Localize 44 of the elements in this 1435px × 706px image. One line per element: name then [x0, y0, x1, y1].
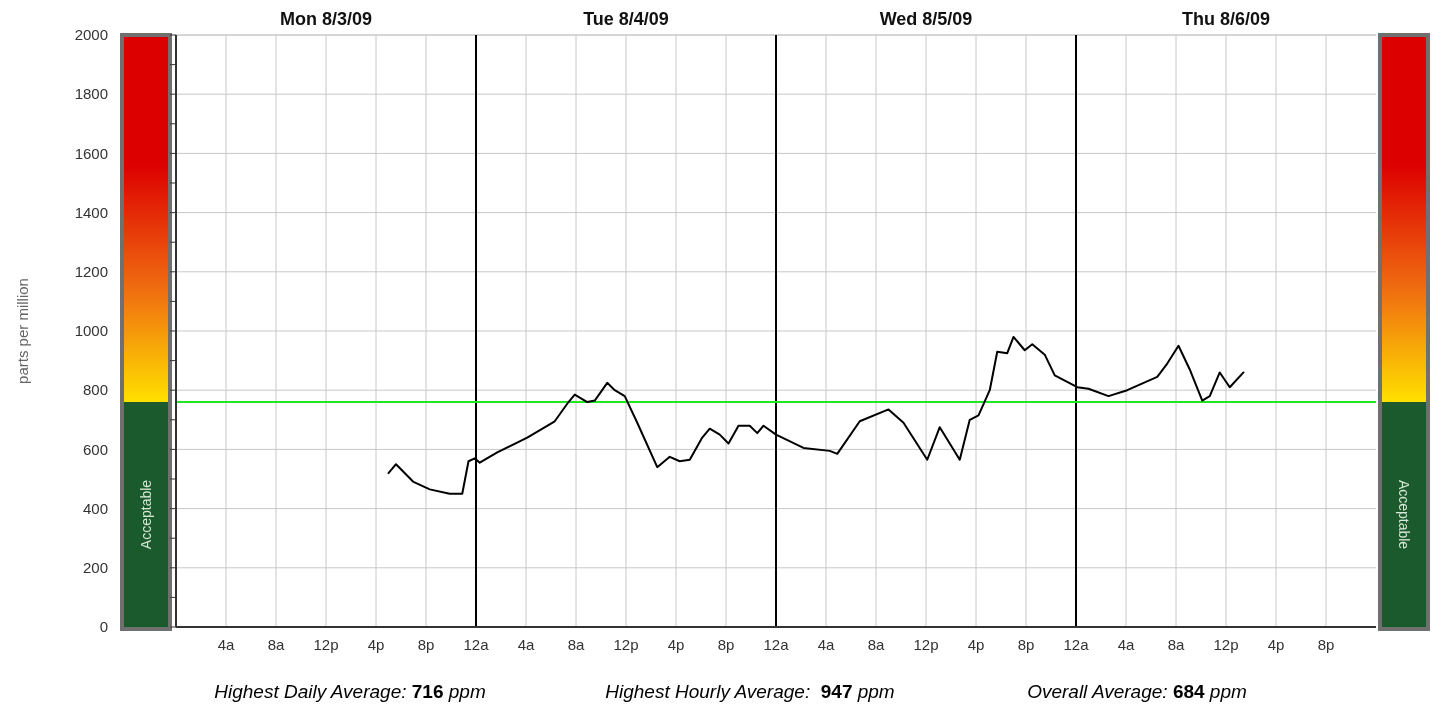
x-tick-label: 12p [613, 636, 639, 653]
x-tick-label: 12a [1063, 636, 1090, 653]
x-tick-label: 4p [1267, 636, 1285, 653]
text: Highest Hourly Average: 947 ppm [605, 681, 895, 702]
x-tick-label: 12a [463, 636, 490, 653]
text: Overall Average: 684 ppm [1027, 681, 1247, 702]
x2-tick-label: Mon 8/3/09 [279, 9, 373, 29]
x2-tick-label: Tue 8/4/09 [583, 9, 669, 29]
y-tick-label: 1400 [74, 203, 108, 221]
x-tick-label: 8p [1317, 636, 1335, 653]
y-tick-label: 1200 [74, 263, 108, 281]
x-tick-label: 12p [913, 636, 939, 653]
color-scale: Acceptable [1378, 33, 1430, 631]
color-scale: Acceptable [120, 33, 172, 631]
y-tick-label: 1800 [74, 85, 108, 103]
x-tick-label: 8a [1167, 636, 1185, 653]
x-tick-label: 12p [313, 636, 339, 653]
x-tick-label: 8a [867, 636, 885, 653]
x2-tick-label: Thu 8/6/09 [1181, 9, 1271, 29]
x-tick-label: 8a [567, 636, 585, 653]
x-tick-label: 8p [1017, 636, 1035, 653]
x-tick-label: 4p [367, 636, 385, 653]
x-tick-label: 4a [517, 636, 535, 653]
text: Highest Daily Average: 716 ppm [214, 681, 486, 702]
y-tick-label: 400 [82, 499, 108, 517]
x-tick-label: 4a [1117, 636, 1135, 653]
y-tick-label: 1000 [74, 322, 108, 340]
x-tick-label: 12p [1213, 636, 1239, 653]
x-tick-label: 12a [763, 636, 790, 653]
x2-tick-label: Wed 8/5/09 [879, 9, 973, 29]
x-tick-label: 8p [417, 636, 435, 653]
x-tick-label: 8p [717, 636, 735, 653]
y-tick-label: 1600 [74, 144, 108, 162]
x-tick-label: 4p [667, 636, 685, 653]
y-tick-label: 200 [82, 559, 108, 577]
x-tick-label: 4a [217, 636, 235, 653]
y-axis-title: parts per million [14, 278, 31, 384]
y-tick-label: 2000 [74, 26, 108, 44]
x-tick-label: 4a [817, 636, 835, 653]
x-tick-label: 4p [967, 636, 985, 653]
y-tick-label: 0 [99, 618, 108, 636]
y-tick-label: 800 [82, 381, 108, 399]
y-tick-label: 600 [82, 440, 108, 458]
x-tick-label: 8a [267, 636, 285, 653]
